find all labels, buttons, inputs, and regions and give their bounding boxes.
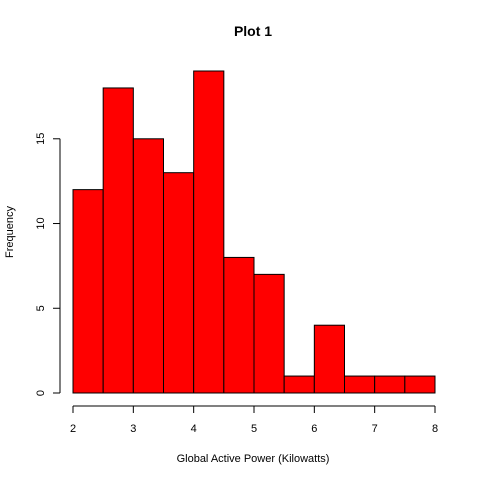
x-tick-label: 7 <box>372 423 378 435</box>
y-tick-label: 10 <box>35 217 47 229</box>
chart-title: Plot 1 <box>234 23 272 39</box>
x-tick-label: 6 <box>311 423 317 435</box>
y-tick-label: 0 <box>35 390 47 396</box>
x-tick-label: 5 <box>251 423 257 435</box>
y-tick-label: 5 <box>35 305 47 311</box>
x-axis-ticks: 2 3 4 5 6 7 8 <box>70 406 438 435</box>
y-axis-ticks: 0 5 10 15 <box>35 133 60 396</box>
histogram-bar <box>72 189 104 394</box>
x-tick-label: 4 <box>191 423 197 435</box>
x-tick-label: 2 <box>70 423 76 435</box>
histogram-bar <box>163 172 195 394</box>
x-axis-label: Global Active Power (Kilowatts) <box>177 453 330 465</box>
histogram-bar <box>102 87 134 394</box>
histogram-bar <box>283 375 315 394</box>
histogram-bar <box>223 256 255 394</box>
x-tick-label: 3 <box>130 423 136 435</box>
histogram-bar <box>253 273 285 394</box>
histogram-bar <box>313 324 346 394</box>
histogram-bar <box>193 70 225 394</box>
histogram-bar <box>404 375 436 394</box>
histogram-bar <box>132 138 164 394</box>
y-tick-label: 15 <box>35 133 47 145</box>
bars-group <box>72 70 436 394</box>
x-tick-label: 8 <box>432 423 438 435</box>
histogram-bar <box>344 375 376 394</box>
histogram-bar <box>374 375 406 394</box>
y-axis-label: Frequency <box>4 206 16 258</box>
